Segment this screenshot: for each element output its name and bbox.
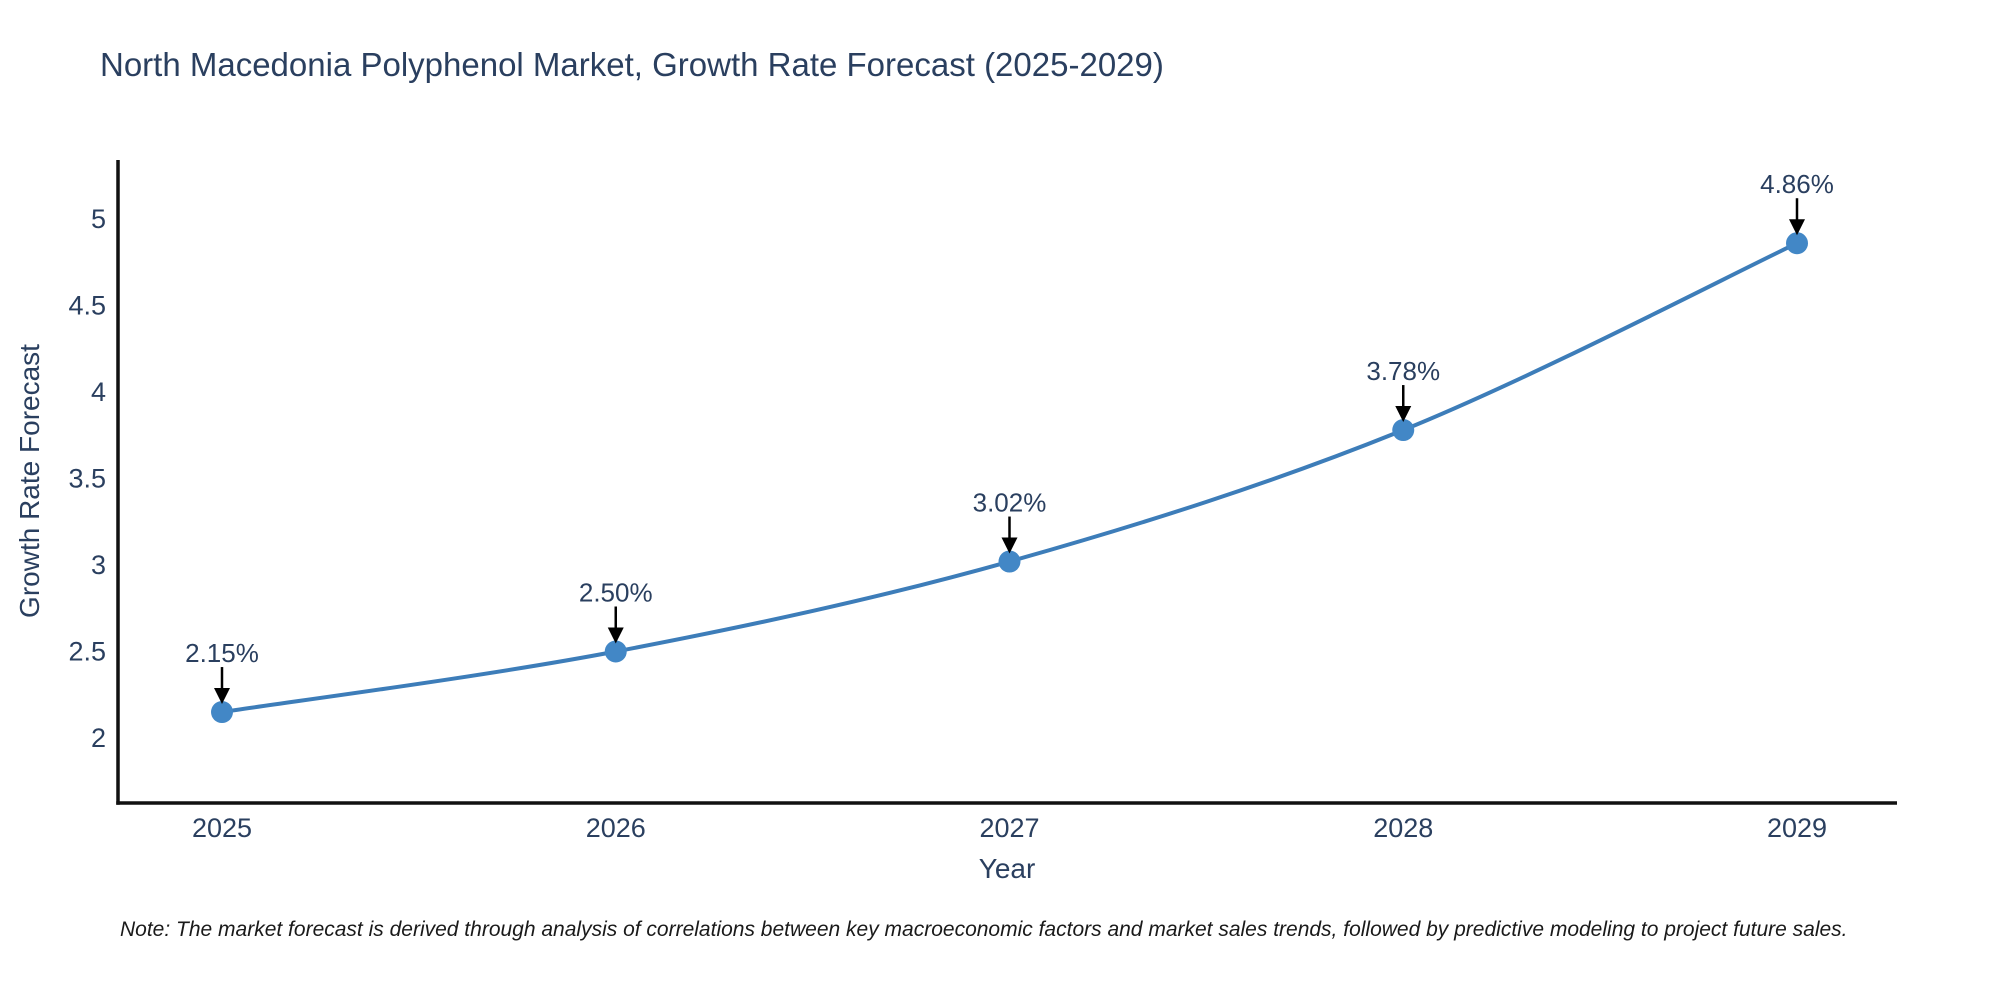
x-tick-label: 2029 [1767, 813, 1827, 843]
y-tick-label: 3 [91, 550, 106, 580]
y-tick-label: 2 [91, 723, 106, 753]
data-point-marker[interactable] [998, 550, 1021, 573]
data-point-marker[interactable] [1786, 232, 1808, 255]
annotation-arrow-head [607, 627, 624, 644]
annotation-label: 3.02% [973, 488, 1047, 518]
y-tick-label: 2.5 [68, 637, 106, 667]
y-axis-title: Growth Rate Forecast [14, 344, 45, 618]
y-tick-label: 4.5 [68, 291, 106, 321]
note-text: Note: The market forecast is derived thr… [120, 918, 1848, 941]
y-tick-label: 4 [91, 377, 106, 407]
annotation-arrow-head [214, 688, 230, 705]
annotation-label: 2.50% [579, 578, 653, 608]
data-point-marker[interactable] [604, 640, 627, 663]
y-tick-label: 5 [91, 204, 106, 234]
annotation-arrow-head [1001, 537, 1018, 554]
chart-title: North Macedonia Polyphenol Market, Growt… [100, 46, 1164, 83]
x-tick-label: 2027 [979, 813, 1039, 843]
data-point-marker[interactable] [211, 701, 233, 724]
annotation-arrow-head [1789, 219, 1805, 236]
annotation-arrow-head [1395, 406, 1412, 423]
x-tick-label: 2028 [1373, 813, 1433, 843]
y-tick-label: 3.5 [68, 464, 106, 494]
annotation-label: 3.78% [1366, 356, 1440, 386]
x-tick-label: 2026 [586, 813, 646, 843]
x-tick-label: 2025 [192, 813, 252, 843]
x-axis-title: Year [978, 853, 1036, 884]
line-series [220, 241, 1799, 715]
data-point-marker[interactable] [1392, 419, 1415, 442]
annotation-label: 4.86% [1760, 169, 1834, 199]
annotation-label: 2.15% [185, 638, 259, 668]
